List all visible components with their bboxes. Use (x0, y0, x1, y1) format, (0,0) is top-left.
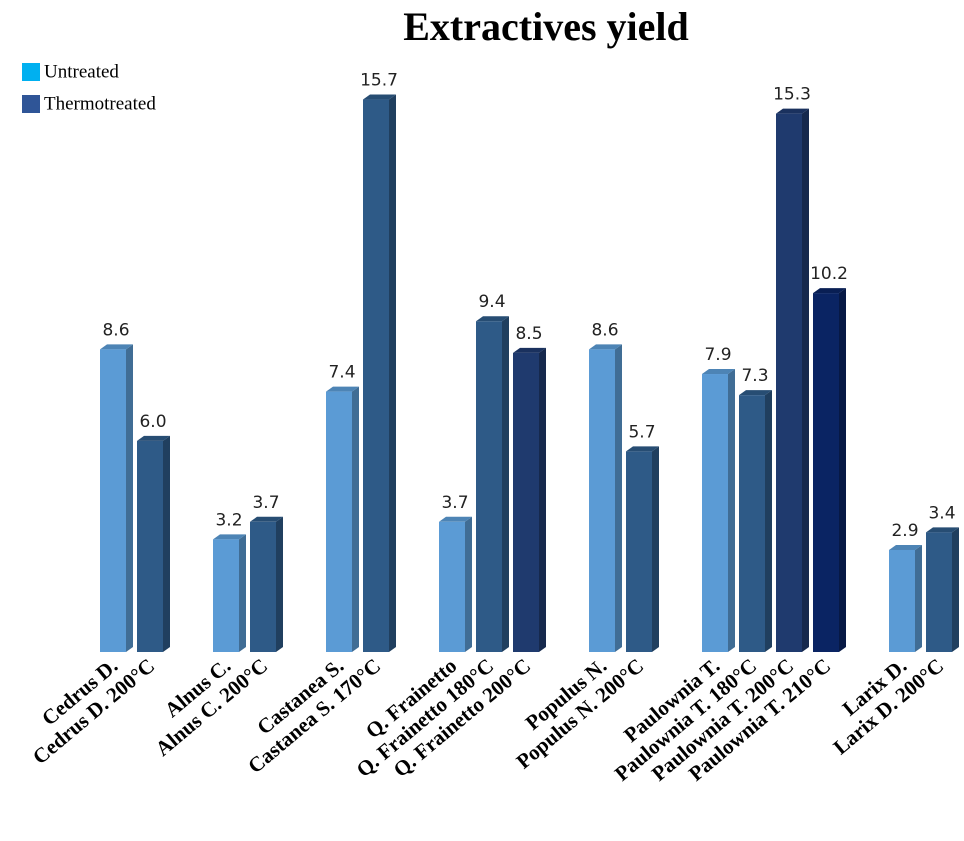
bar-side (239, 534, 246, 652)
bar-front (513, 352, 539, 652)
value-label: 3.2 (215, 510, 242, 530)
bar-side (389, 94, 396, 652)
bar-top (137, 435, 170, 441)
bar-top (439, 516, 472, 522)
bar (889, 544, 922, 652)
bar-front (439, 521, 465, 652)
bar (250, 516, 283, 652)
bar-front (100, 349, 126, 652)
bar (626, 446, 659, 652)
bar-side (352, 386, 359, 652)
bar-side (539, 347, 546, 652)
bar-top (813, 288, 846, 294)
bar-side (652, 446, 659, 652)
bar (326, 386, 359, 652)
bar-front (250, 521, 276, 652)
legend-swatch (22, 63, 40, 81)
legend-label: Thermotreated (44, 93, 156, 114)
bar (363, 94, 396, 652)
bar-top (589, 344, 622, 350)
bar-top (926, 527, 959, 533)
bar-top (326, 386, 359, 392)
bar-side (952, 527, 959, 652)
value-label: 2.9 (891, 521, 918, 541)
bar-front (889, 549, 915, 652)
value-label: 15.7 (360, 71, 398, 91)
bar-top (626, 446, 659, 452)
bar-front (363, 99, 389, 652)
bar-side (126, 344, 133, 652)
value-label: 5.7 (628, 422, 655, 442)
bar-front (813, 293, 839, 652)
bar-top (739, 390, 772, 396)
value-label: 7.3 (741, 366, 768, 386)
bar-front (476, 321, 502, 652)
bar (926, 527, 959, 652)
bar (813, 288, 846, 652)
bar-side (615, 344, 622, 652)
bar-top (213, 534, 246, 540)
bar (137, 435, 170, 652)
value-label: 3.7 (252, 493, 279, 513)
bar-top (476, 316, 509, 322)
bar-side (728, 369, 735, 652)
bar-side (802, 108, 809, 653)
legend-swatch (22, 95, 40, 113)
value-label: 6.0 (139, 412, 166, 432)
bar-front (137, 440, 163, 652)
bar-side (465, 516, 472, 652)
value-label: 8.5 (515, 324, 542, 344)
bar-side (839, 288, 846, 652)
bar-front (926, 532, 952, 652)
bar-front (213, 539, 239, 652)
bar-front (702, 374, 728, 652)
bar (776, 108, 809, 653)
bar-front (776, 113, 802, 653)
bar (213, 534, 246, 652)
bar-front (326, 391, 352, 652)
value-label: 9.4 (478, 292, 505, 312)
bar-top (776, 108, 809, 114)
bar-top (100, 344, 133, 350)
bar-side (915, 544, 922, 652)
bar (100, 344, 133, 652)
bar (513, 347, 546, 652)
bar (439, 516, 472, 652)
bar-top (513, 347, 546, 353)
bar-side (502, 316, 509, 652)
bar-top (702, 369, 735, 375)
bar (476, 316, 509, 652)
chart-title: Extractives yield (403, 4, 689, 49)
bar-front (739, 395, 765, 652)
value-label: 8.6 (102, 320, 129, 340)
bar-top (250, 516, 283, 522)
bar-front (626, 451, 652, 652)
value-label: 10.2 (810, 264, 848, 284)
value-label: 3.7 (441, 493, 468, 513)
bar-side (276, 516, 283, 652)
bar-side (163, 435, 170, 652)
bar-front (589, 349, 615, 652)
value-label: 15.3 (773, 85, 811, 105)
bar-top (889, 544, 922, 550)
bar-side (765, 390, 772, 652)
bar (739, 390, 772, 652)
value-label: 7.4 (328, 363, 355, 383)
bar (589, 344, 622, 652)
value-label: 8.6 (591, 320, 618, 340)
legend-label: Untreated (44, 61, 119, 82)
value-label: 3.4 (928, 503, 955, 523)
bar (702, 369, 735, 652)
bar-top (363, 94, 396, 100)
value-label: 7.9 (704, 345, 731, 365)
